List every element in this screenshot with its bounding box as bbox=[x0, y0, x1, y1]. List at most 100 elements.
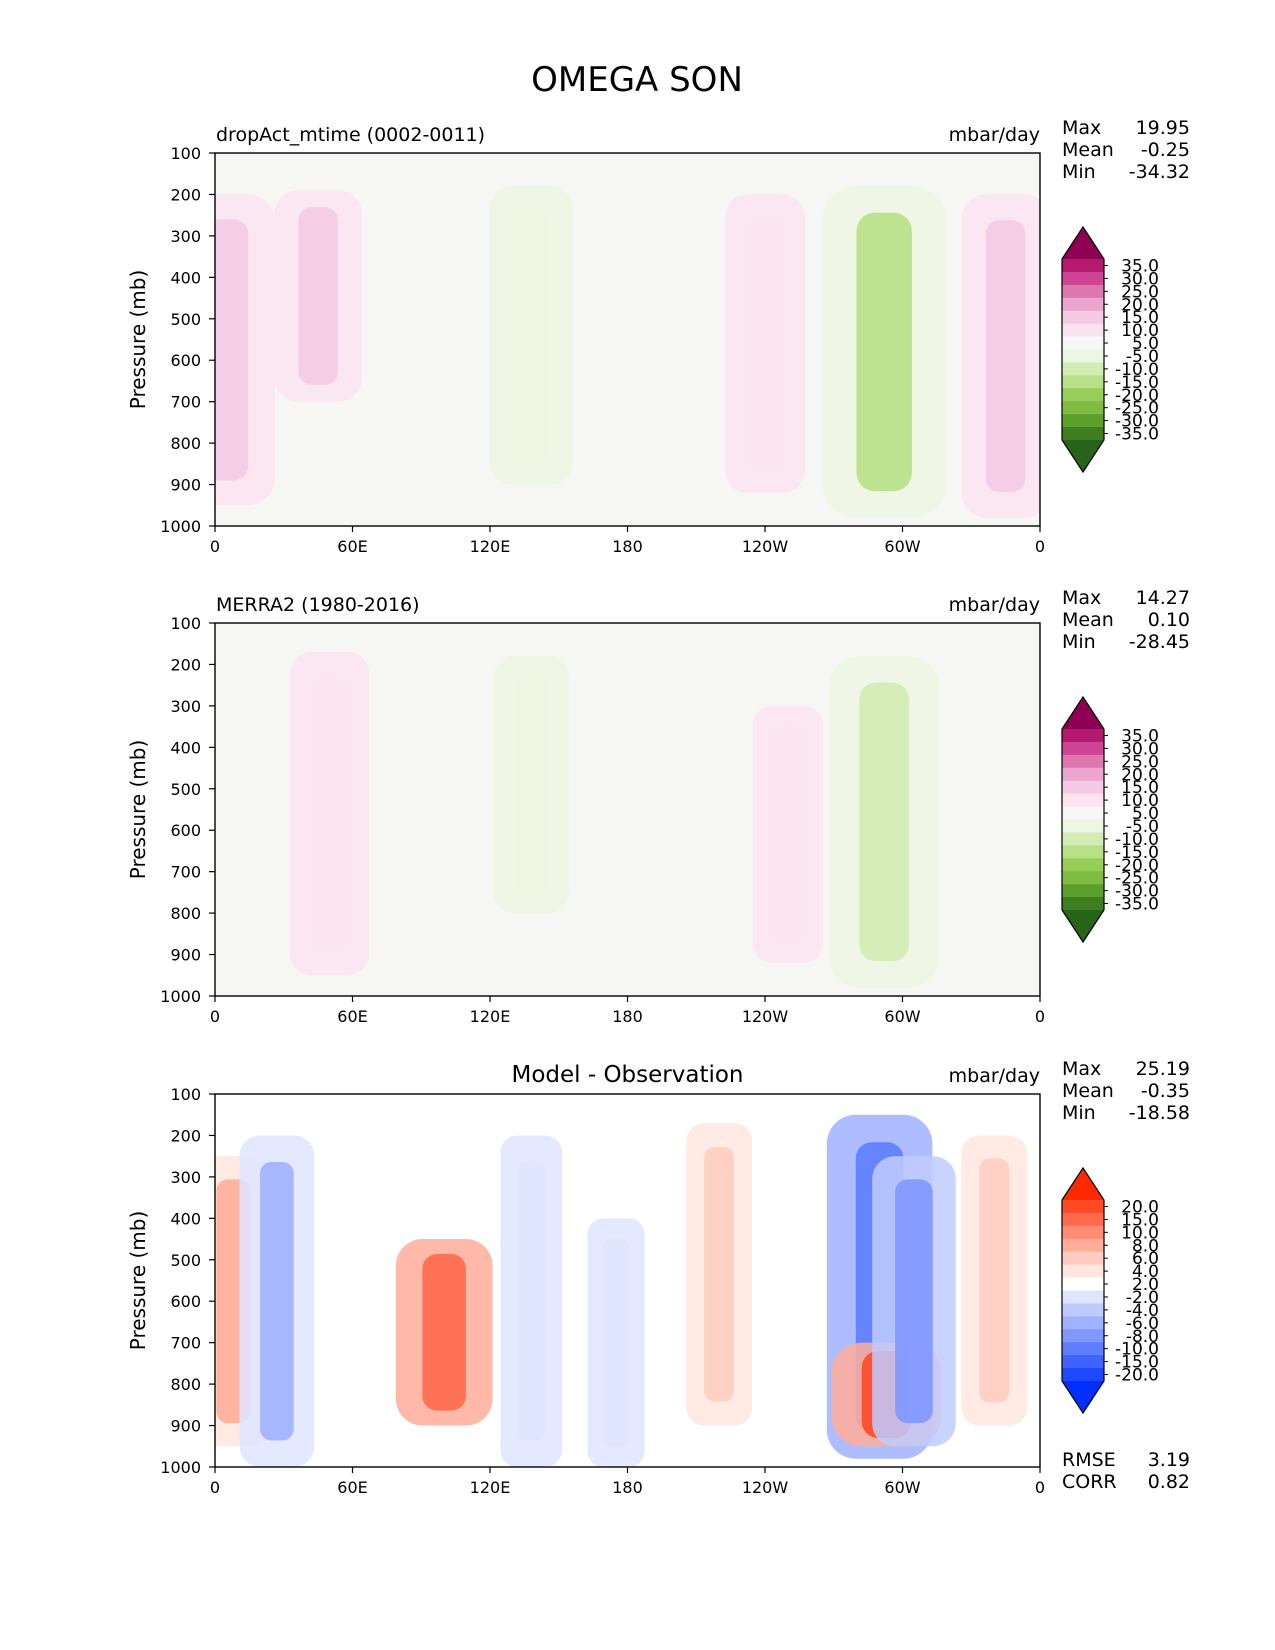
ytick-label: 700 bbox=[170, 1334, 201, 1353]
ytick-label: 900 bbox=[170, 476, 201, 495]
stat-value: -18.58 bbox=[1129, 1102, 1190, 1124]
xtick-label: 120E bbox=[470, 537, 511, 556]
colorbar-band bbox=[1062, 1316, 1104, 1330]
colorbar-extend-min bbox=[1062, 910, 1104, 942]
colorbar-band bbox=[1062, 1329, 1104, 1343]
colorbar-band bbox=[1062, 806, 1104, 820]
xtick-label: 60E bbox=[337, 1007, 367, 1026]
colorbar-extend-min bbox=[1062, 1381, 1104, 1413]
ytick-label: 1000 bbox=[160, 987, 201, 1006]
colorbar-label: 25.0 bbox=[1121, 752, 1159, 772]
ytick-label: 500 bbox=[170, 310, 201, 329]
ylabel: Pressure (mb) bbox=[126, 740, 150, 880]
colorbar-band bbox=[1062, 819, 1104, 833]
colorbar-band bbox=[1062, 414, 1104, 428]
xtick-label: 60E bbox=[337, 1478, 367, 1497]
colorbar-band bbox=[1062, 1277, 1104, 1291]
feature-core bbox=[512, 210, 551, 461]
colorbar-label: -2.0 bbox=[1126, 1288, 1159, 1308]
colorbar-label: 8.0 bbox=[1132, 1236, 1159, 1256]
xtick-label: 120W bbox=[742, 537, 789, 556]
colorbar-label: -5.0 bbox=[1126, 347, 1159, 367]
colorbar-label: 10.0 bbox=[1121, 791, 1159, 811]
feature-core bbox=[747, 218, 783, 469]
feature-core bbox=[215, 219, 249, 481]
colorbar-outline bbox=[1061, 225, 1105, 474]
colorbar-band bbox=[1062, 271, 1104, 286]
colorbar-band bbox=[1062, 336, 1104, 350]
colorbar-band bbox=[1062, 375, 1104, 389]
units-label: mbar/day bbox=[949, 124, 1040, 146]
colorbar-label: -4.0 bbox=[1126, 1301, 1159, 1321]
stat-value: 14.27 bbox=[1136, 587, 1190, 609]
colorbar-label: -30.0 bbox=[1115, 882, 1159, 902]
colorbar-extend-max bbox=[1062, 697, 1104, 729]
colorbar-extend-max bbox=[1062, 1168, 1104, 1200]
xtick-label: 0 bbox=[1035, 537, 1045, 556]
colorbar-band bbox=[1062, 259, 1104, 273]
colorbar-label: -25.0 bbox=[1115, 869, 1159, 889]
ytick-label: 300 bbox=[170, 227, 201, 246]
colorbar-band bbox=[1062, 284, 1104, 299]
stat-value: 19.95 bbox=[1136, 117, 1190, 139]
colorbar-band bbox=[1062, 729, 1104, 743]
colorbar-extend-max bbox=[1062, 227, 1104, 259]
feature-core bbox=[704, 1147, 735, 1402]
ytick-label: 100 bbox=[170, 1085, 201, 1104]
ytick-label: 900 bbox=[170, 1417, 201, 1436]
colorbar-band bbox=[1062, 1264, 1104, 1279]
colorbar-label: -6.0 bbox=[1126, 1314, 1159, 1334]
units-label: mbar/day bbox=[949, 1065, 1040, 1087]
colorbar-label: -10.0 bbox=[1115, 360, 1159, 380]
colorbar-label: -15.0 bbox=[1115, 373, 1159, 393]
colorbar-extend-min bbox=[1062, 440, 1104, 472]
ytick-label: 800 bbox=[170, 1375, 201, 1394]
colorbar-label: 35.0 bbox=[1121, 256, 1159, 276]
ytick-label: 600 bbox=[170, 351, 201, 370]
feature-core bbox=[772, 726, 804, 943]
stat-label: Mean bbox=[1062, 139, 1114, 161]
feature-core bbox=[514, 676, 549, 893]
colorbar-label: -10.0 bbox=[1115, 1340, 1159, 1360]
colorbar-label: 20.0 bbox=[1121, 765, 1159, 785]
colorbar-label: -15.0 bbox=[1115, 843, 1159, 863]
colorbar: 35.030.025.020.015.010.05.0-5.0-10.0-15.… bbox=[1061, 225, 1159, 474]
ytick-label: 500 bbox=[170, 780, 201, 799]
feature-core bbox=[603, 1238, 629, 1448]
colorbar-label: 35.0 bbox=[1121, 726, 1159, 746]
colorbar-band bbox=[1062, 310, 1104, 325]
ylabel: Pressure (mb) bbox=[126, 270, 150, 410]
colorbar-label: -35.0 bbox=[1115, 425, 1159, 445]
xtick-label: 120W bbox=[742, 1478, 789, 1497]
ytick-label: 400 bbox=[170, 1209, 201, 1228]
stat-label: Mean bbox=[1062, 1080, 1114, 1102]
colorbar-label: 2.0 bbox=[1132, 1275, 1159, 1295]
xtick-label: 120E bbox=[470, 1007, 511, 1026]
panel-3: 100 200 300 400 500 600 700 800 900 1000 0 60E 120E 1… bbox=[126, 1058, 1190, 1497]
colorbar-band bbox=[1062, 1355, 1104, 1369]
colorbar-band bbox=[1062, 1368, 1104, 1382]
stat-label: Min bbox=[1062, 161, 1096, 183]
colorbar-band bbox=[1062, 845, 1104, 859]
colorbar-label: -10.0 bbox=[1115, 830, 1159, 850]
colorbar-band bbox=[1062, 741, 1104, 756]
xtick-label: 0 bbox=[210, 1478, 220, 1497]
colorbar-outline bbox=[1061, 695, 1105, 944]
stat-label: Min bbox=[1062, 1102, 1096, 1124]
colorbar-label: 20.0 bbox=[1121, 295, 1159, 315]
colorbar-band bbox=[1062, 1251, 1104, 1266]
colorbar-label: -8.0 bbox=[1126, 1327, 1159, 1347]
colorbar-band bbox=[1062, 793, 1104, 808]
colorbar-label: 5.0 bbox=[1132, 804, 1159, 824]
feature-core bbox=[895, 1179, 933, 1424]
colorbar-band bbox=[1062, 832, 1104, 846]
stat-label: Max bbox=[1062, 1058, 1101, 1080]
ytick-label: 600 bbox=[170, 1292, 201, 1311]
colorbar-label: 15.0 bbox=[1121, 778, 1159, 798]
colorbar-band bbox=[1062, 884, 1104, 898]
colorbar-label: 30.0 bbox=[1121, 739, 1159, 759]
ytick-label: 500 bbox=[170, 1251, 201, 1270]
colorbar-band bbox=[1062, 1212, 1104, 1227]
ytick-label: 100 bbox=[170, 614, 201, 633]
stat-value: 0.82 bbox=[1148, 1471, 1190, 1493]
